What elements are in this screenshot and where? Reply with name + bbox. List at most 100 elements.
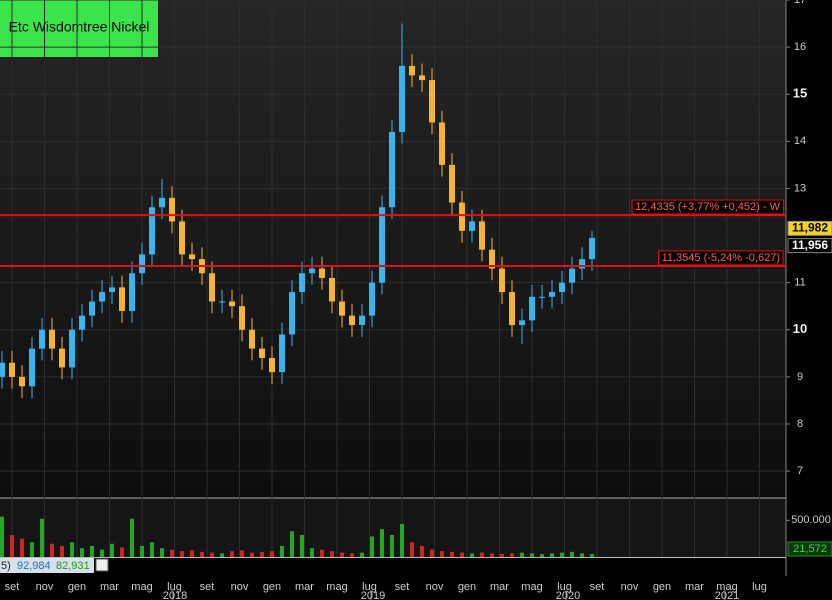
candle-body	[289, 292, 295, 335]
x-tick-label: mag	[131, 581, 152, 593]
candle-body	[329, 277, 335, 302]
candle-body	[349, 315, 355, 326]
year-label: 2021	[715, 590, 739, 600]
candle-body	[419, 75, 425, 81]
chart-title: Etc Wisdomtree Nickel	[9, 19, 150, 35]
candle-body	[149, 207, 155, 255]
candle-body	[159, 197, 165, 208]
candle-body	[29, 348, 35, 387]
volume-bar	[390, 534, 394, 557]
volume-bar	[570, 551, 574, 557]
candle-body	[539, 296, 545, 298]
volume-bar	[150, 542, 154, 557]
volume-bar	[410, 542, 414, 557]
candle-body	[259, 348, 265, 359]
volume-bar	[270, 551, 274, 557]
candle-body	[469, 221, 475, 231]
candle-body	[369, 282, 375, 316]
candle-body	[389, 131, 395, 208]
y-tick-label: 10	[793, 321, 807, 336]
volume-bar	[220, 553, 224, 557]
x-tick-label: mar	[100, 581, 119, 593]
candle-body	[519, 320, 525, 326]
volume-bar	[140, 545, 144, 557]
volume-bar	[160, 548, 164, 557]
year-label: 2019	[361, 590, 385, 600]
volume-bar	[110, 543, 114, 557]
volume-bar	[180, 551, 184, 557]
candle-body	[229, 301, 235, 307]
volume-bar	[120, 547, 124, 557]
volume-bar	[560, 552, 564, 557]
candle-body	[359, 315, 365, 326]
volume-bar	[350, 553, 354, 557]
volume-bar	[50, 543, 54, 557]
candle-body	[39, 329, 45, 349]
y-tick-label: 16	[794, 41, 806, 53]
x-tick-label: set	[590, 581, 605, 593]
candle-body	[529, 296, 535, 321]
x-tick-label: lug	[752, 581, 767, 593]
x-tick-label: nov	[231, 581, 249, 593]
level-label-box	[631, 199, 785, 215]
candle-body	[399, 65, 405, 132]
volume-bar	[250, 552, 254, 557]
x-tick-label: mag	[716, 581, 737, 593]
candle-body	[409, 65, 415, 76]
x-tick-label: gen	[68, 581, 86, 593]
y-tick-label: 17	[794, 0, 806, 6]
x-tick-label: lug	[167, 581, 182, 593]
indicator-box	[0, 558, 94, 573]
candle-body	[509, 292, 515, 326]
candle-body	[379, 207, 385, 283]
x-tick-label: nov	[426, 581, 444, 593]
candle-body	[559, 282, 565, 293]
volume-bar	[500, 554, 504, 557]
volume-bar	[100, 549, 104, 557]
level-label: 11,3545 (-5,24% -0,627)	[662, 252, 780, 264]
volume-bar	[370, 536, 374, 557]
volume-bar	[470, 553, 474, 557]
y-tick-label: 13	[794, 182, 806, 194]
x-tick-label: set	[395, 581, 410, 593]
year-label: 2018	[163, 590, 187, 600]
volume-bar	[230, 551, 234, 557]
volume-bar	[550, 553, 554, 557]
candle-body	[269, 358, 275, 373]
candle-body	[339, 301, 345, 316]
volume-bar	[480, 552, 484, 557]
level-label: 12,4335 (+3,77% +0,452) - W	[635, 201, 781, 213]
price-panel	[0, 0, 786, 497]
candle-body	[279, 334, 285, 373]
candle-body	[569, 268, 575, 283]
candle-body	[119, 287, 125, 311]
y-tick-label: 11	[794, 277, 805, 289]
candle-body	[189, 254, 195, 260]
volume-bar	[510, 553, 514, 557]
indicator-value: 92,984	[17, 560, 51, 572]
x-tick-label: mar	[295, 581, 314, 593]
volume-bar	[290, 531, 294, 557]
volume-bar	[540, 554, 544, 557]
candle-body	[19, 376, 25, 387]
window-icon[interactable]	[95, 558, 109, 572]
volume-bar	[40, 518, 44, 557]
candle-body	[449, 164, 455, 203]
x-tick-label: mag	[326, 581, 347, 593]
price-tag: 11,956	[792, 238, 828, 252]
candle-body	[249, 329, 255, 349]
y-tick-label: 9	[797, 371, 803, 383]
volume-bar	[420, 545, 424, 557]
candle-body	[489, 249, 495, 269]
candle-body	[69, 329, 75, 368]
candle-body	[49, 329, 55, 349]
volume-bar	[260, 551, 264, 557]
volume-tag: 21,572	[793, 543, 827, 555]
y-tick-label: 7	[797, 465, 803, 477]
candle-body	[589, 237, 595, 260]
x-tick-label: mar	[685, 581, 704, 593]
candle-body	[549, 292, 555, 297]
volume-bar	[580, 553, 584, 557]
y-tick-label: 8	[797, 418, 803, 430]
